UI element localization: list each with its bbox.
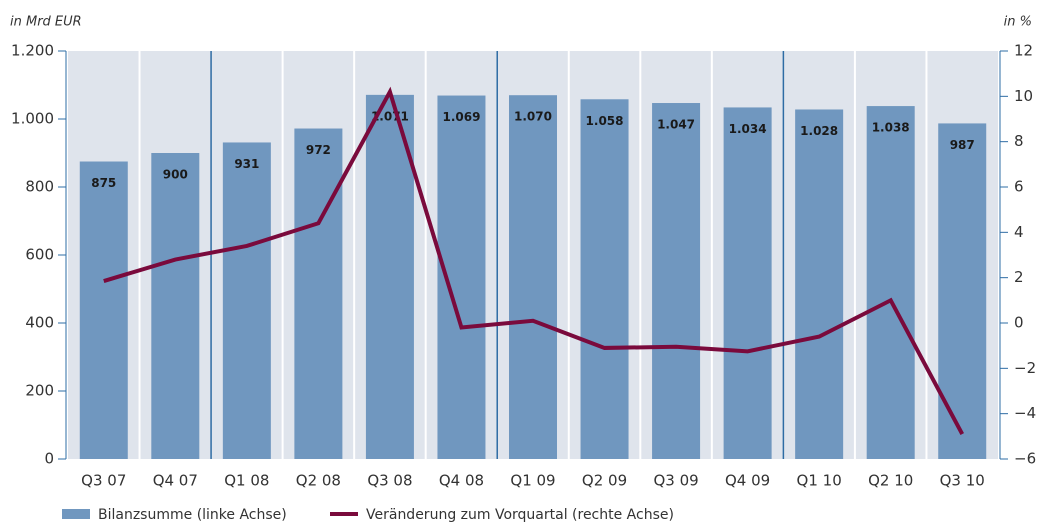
y-tick-label: 1.000 xyxy=(11,110,54,128)
value-label: 1.069 xyxy=(442,110,480,124)
bar xyxy=(294,128,343,459)
value-label: 1.034 xyxy=(729,122,767,136)
legend-label: Veränderung zum Vorquartal (rechte Achse… xyxy=(366,507,674,523)
y2-tick-label: 12 xyxy=(1014,42,1033,60)
x-tick-label: Q4 09 xyxy=(725,472,770,490)
bar xyxy=(580,99,629,459)
y2-tick-label: 2 xyxy=(1014,268,1024,286)
y2-tick-label: 4 xyxy=(1014,223,1024,241)
y2-tick-label: 0 xyxy=(1014,314,1024,332)
line xyxy=(103,86,964,436)
y-tick-label: 400 xyxy=(25,314,54,332)
right-axis-label: in % xyxy=(1004,15,1032,30)
y2-tick-label: 8 xyxy=(1014,132,1024,150)
x-tick-label: Q3 10 xyxy=(940,472,985,490)
value-label: 1.028 xyxy=(800,124,838,138)
left-axis-label: in Mrd EUR xyxy=(10,15,82,30)
value-label: 1.058 xyxy=(586,114,624,128)
x-tick-label: Q3 09 xyxy=(653,472,698,490)
value-label: 972 xyxy=(306,143,331,157)
x-tick-label: Q3 07 xyxy=(81,472,126,490)
value-label: 931 xyxy=(234,157,259,171)
value-label: 875 xyxy=(91,176,116,190)
x-tick-label: Q1 10 xyxy=(797,472,842,490)
bar xyxy=(151,153,200,459)
y-tick-label: 800 xyxy=(25,178,54,196)
y-tick-label: 200 xyxy=(25,382,54,400)
x-tick-label: Q1 08 xyxy=(224,472,269,490)
x-tick-label: Q1 09 xyxy=(510,472,555,490)
y2-tick-label: −2 xyxy=(1014,359,1036,377)
bar xyxy=(365,94,414,460)
legend-swatch xyxy=(62,509,90,519)
x-tick-label: Q3 08 xyxy=(367,472,412,490)
x-tick-label: Q4 07 xyxy=(153,472,198,490)
value-label: 900 xyxy=(163,168,188,182)
value-label: 1.070 xyxy=(514,110,552,124)
y-tick-label: 600 xyxy=(25,246,54,264)
bar xyxy=(79,161,128,459)
y2-tick-label: 6 xyxy=(1014,178,1024,196)
bar xyxy=(652,103,701,460)
bar xyxy=(723,107,772,459)
value-label: 1.047 xyxy=(657,118,695,132)
x-tick-label: Q2 10 xyxy=(868,472,913,490)
bar xyxy=(795,109,844,459)
y-tick-label: 0 xyxy=(44,450,54,468)
x-tick-label: Q2 09 xyxy=(582,472,627,490)
x-tick-label: Q2 08 xyxy=(296,472,341,490)
value-label: 1.038 xyxy=(872,121,910,135)
bar xyxy=(509,95,557,459)
y-tick-label: 1.200 xyxy=(11,42,54,60)
legend-label: Bilanzsumme (linke Achse) xyxy=(98,507,287,523)
bar xyxy=(938,123,987,460)
bar xyxy=(866,106,915,459)
x-tick-label: Q4 08 xyxy=(439,472,484,490)
bar xyxy=(222,142,271,459)
y2-tick-label: 10 xyxy=(1014,87,1033,105)
y2-tick-label: −4 xyxy=(1014,404,1036,422)
value-label: 987 xyxy=(950,138,975,152)
y2-tick-label: −6 xyxy=(1014,450,1036,468)
